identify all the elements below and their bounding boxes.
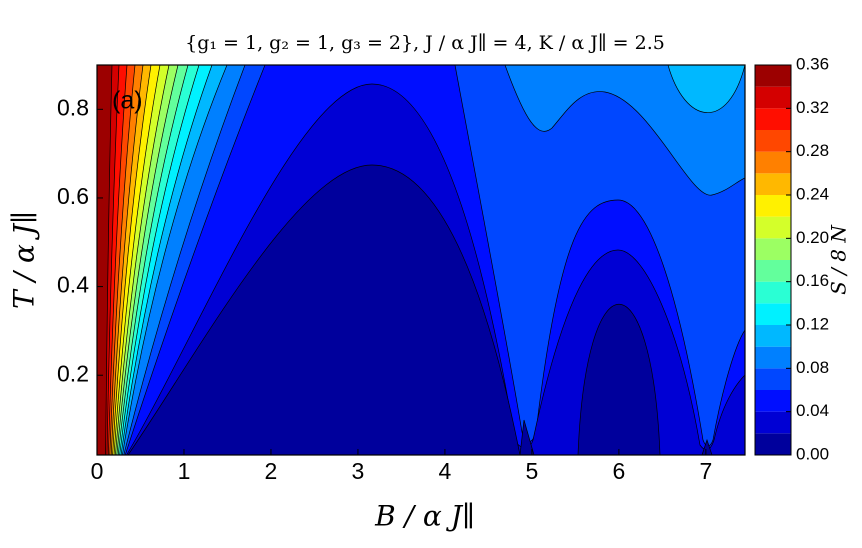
- colorbar-tick-label: 0.04: [796, 401, 829, 420]
- colorbar-band: [755, 368, 791, 390]
- colorbar-tick-label: 0.00: [796, 444, 829, 463]
- colorbar-tick-label: 0.24: [796, 184, 829, 203]
- colorbar-band: [755, 281, 791, 304]
- colorbar-band: [755, 151, 791, 174]
- colorbar-band: [755, 346, 791, 369]
- x-tick-label: 5: [526, 458, 539, 484]
- colorbar-band: [755, 303, 791, 325]
- colorbar-tick-label: 0.08: [796, 358, 829, 377]
- colorbar-band: [755, 390, 791, 412]
- panel-label: (a): [112, 87, 143, 115]
- contour-region: [97, 65, 113, 455]
- colorbar-band: [755, 108, 791, 130]
- colorbar-band: [755, 238, 791, 260]
- colorbar-band: [755, 260, 791, 282]
- y-tick-label: 0.6: [57, 183, 89, 209]
- x-tick-label: 2: [265, 458, 278, 484]
- colorbar-band: [755, 411, 791, 434]
- colorbar-tick-label: 0.32: [796, 98, 829, 117]
- x-tick-label: 6: [612, 458, 625, 484]
- x-tick-label: 1: [178, 458, 191, 484]
- y-tick-label: 0.8: [57, 94, 89, 120]
- colorbar-band: [755, 325, 791, 347]
- colorbar-band: [755, 433, 791, 455]
- colorbar-tick-label: 0.36: [796, 54, 829, 73]
- x-tick-label: 3: [352, 458, 365, 484]
- colorbar-band: [755, 86, 791, 109]
- colorbar-band: [755, 130, 791, 152]
- y-tick-label: 0.2: [57, 360, 89, 386]
- colorbar-tick-label: 0.12: [796, 314, 829, 333]
- x-tick-label: 7: [699, 458, 712, 484]
- plot-frame: [96, 64, 746, 456]
- contour-region: [667, 65, 745, 113]
- chart-title: {g₁ = 1, g₂ = 1, g₃ = 2}, J / α J∥ = 4, …: [185, 32, 665, 54]
- colorbar-band: [755, 216, 791, 239]
- x-tick-label: 0: [91, 458, 104, 484]
- colorbar-tick-label: 0.16: [796, 271, 829, 290]
- colorbar-label: S / 8 N: [827, 224, 851, 295]
- colorbar-tick-label: 0.28: [796, 141, 829, 160]
- colorbar-frame: [754, 64, 792, 456]
- colorbar-band: [755, 195, 791, 217]
- y-tick-label: 0.4: [57, 272, 89, 298]
- x-axis-label: B / α J∥: [374, 500, 475, 533]
- colorbar-band: [755, 173, 791, 195]
- y-axis-label: T / α J∥: [8, 211, 41, 309]
- colorbar-band: [755, 65, 791, 87]
- colorbar-tick-label: 0.20: [796, 228, 829, 247]
- plot-area: [97, 65, 745, 455]
- x-tick-label: 4: [439, 458, 452, 484]
- contour-region: [127, 164, 713, 455]
